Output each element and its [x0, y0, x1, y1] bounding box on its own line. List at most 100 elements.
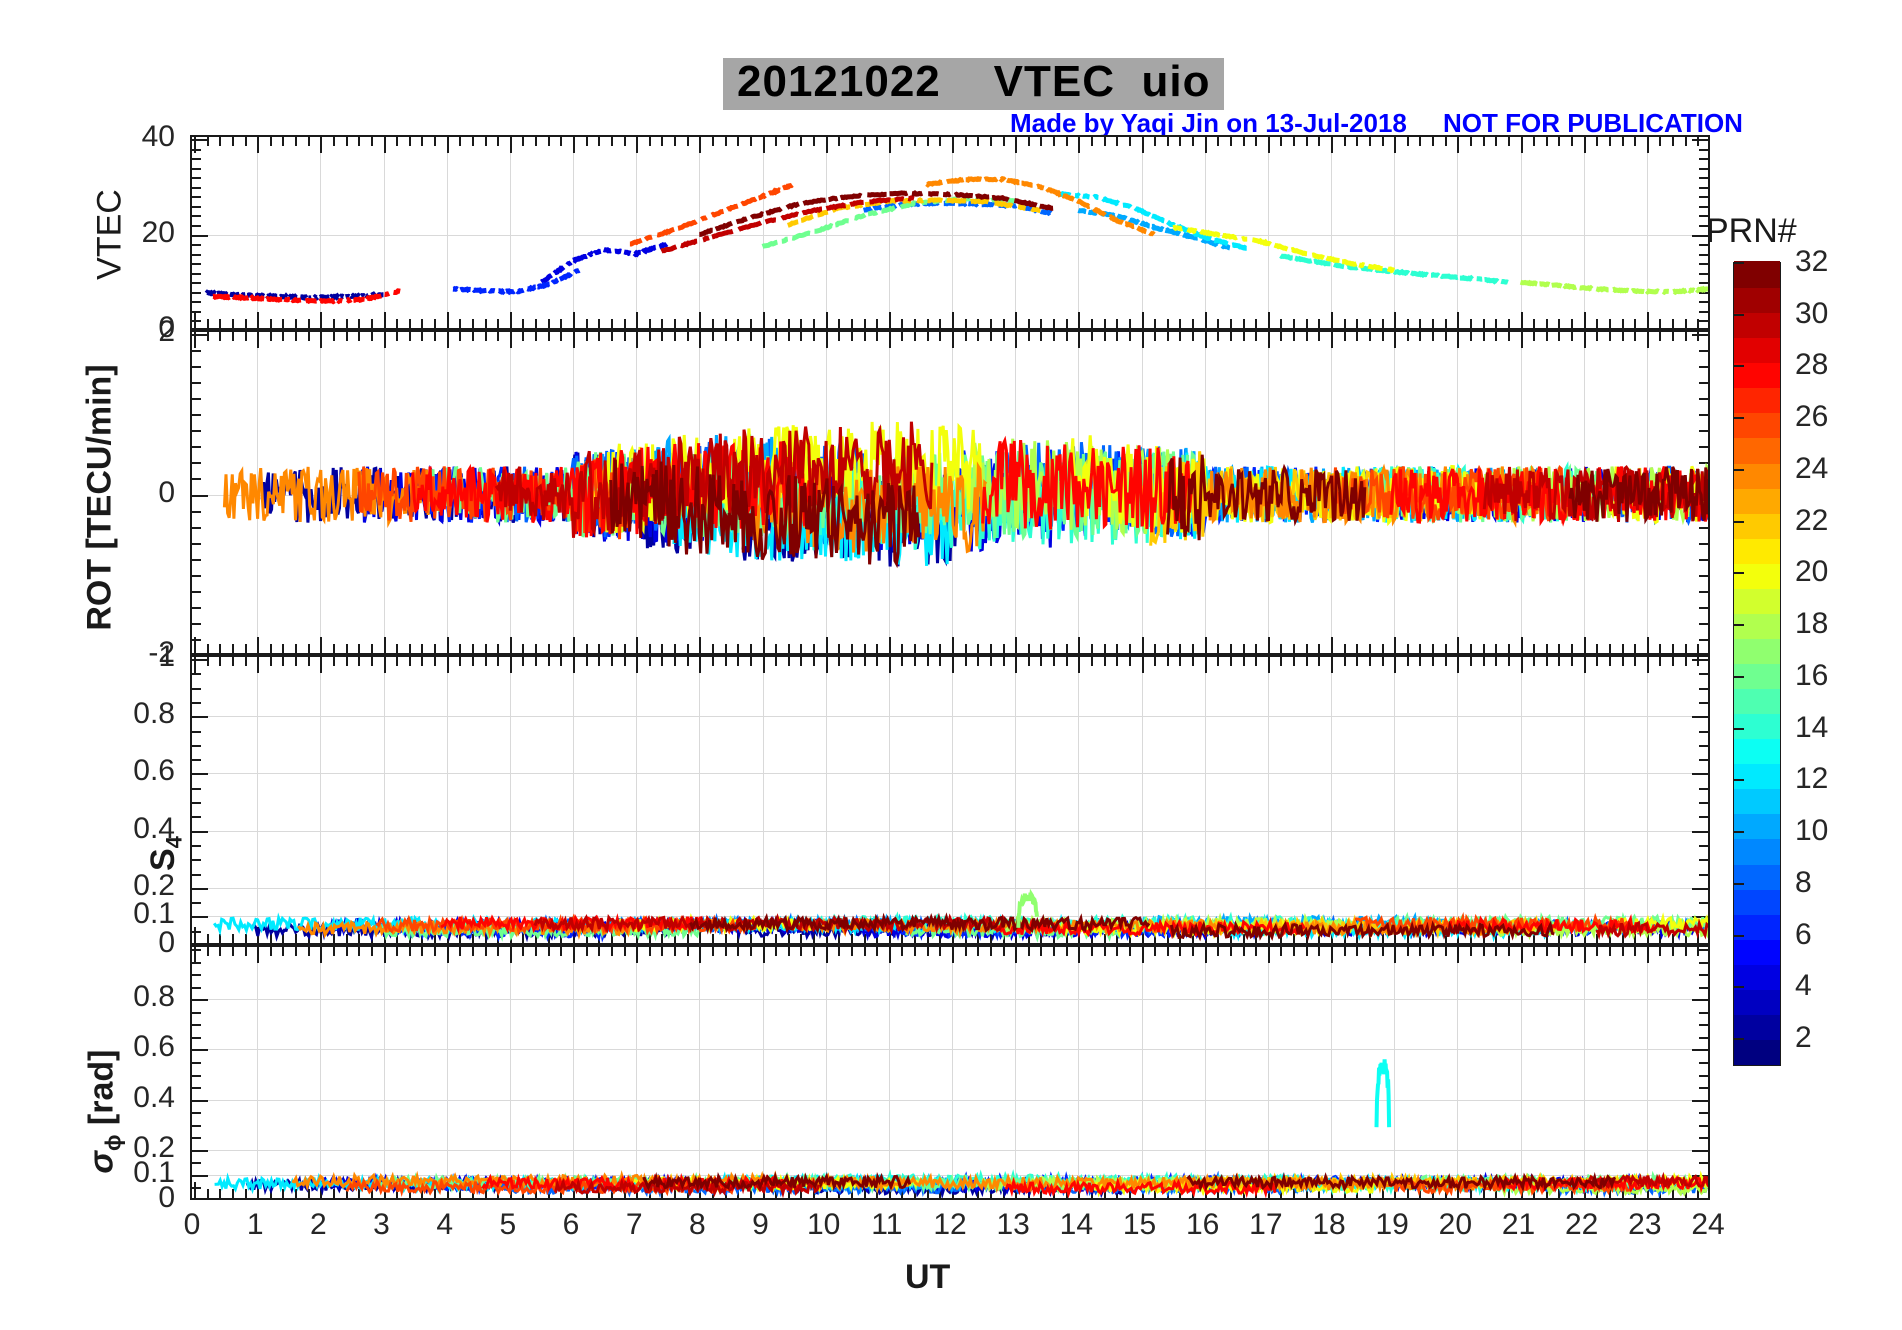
axis-tick-y: [192, 234, 208, 237]
vtec-trace-segment: [1358, 261, 1366, 269]
axis-tick-x: [1204, 637, 1207, 653]
axis-tick-x: [952, 657, 954, 673]
axis-tick-y: [192, 366, 201, 369]
axis-tick-x: [1672, 332, 1675, 341]
axis-tick-x: [547, 137, 550, 146]
axis-tick-x: [1520, 312, 1523, 328]
axis-tick-y: [1699, 730, 1708, 733]
axis-tick-x: [648, 644, 651, 653]
axis-tick-x: [1444, 319, 1447, 328]
axis-tick-x: [1533, 332, 1536, 341]
colorbar[interactable]: [1733, 261, 1781, 1066]
axis-tick-y: [1699, 622, 1708, 625]
axis-tick-x: [269, 319, 272, 328]
axis-tick-x: [1305, 332, 1308, 341]
vtec-trace-segment: [1562, 282, 1578, 291]
axis-tick-x: [269, 332, 272, 341]
axis-tick-y: [1699, 291, 1708, 294]
colorbar-tick-label: 4: [1795, 969, 1812, 1003]
vtec-trace-segment: [1198, 229, 1221, 238]
axis-tick-x: [307, 644, 310, 653]
axis-tick-x: [787, 1189, 790, 1198]
axis-tick-x: [320, 657, 323, 673]
axis-tick-x: [1558, 319, 1561, 328]
axis-tick-x: [977, 137, 980, 146]
axis-tick-x: [1533, 1189, 1536, 1198]
axis-tick-x: [888, 947, 891, 963]
vtec-trace-segment: [1039, 203, 1054, 211]
axis-tick-x: [1128, 644, 1131, 653]
axis-tick-y: [192, 999, 208, 1002]
axis-tick-x: [1356, 1189, 1359, 1198]
axis-tick-x: [825, 137, 828, 153]
axis-tick-x: [749, 332, 752, 341]
vtec-trace-segment: [1476, 276, 1483, 282]
axis-tick-x: [800, 1189, 803, 1198]
gridline-vertical: [1015, 947, 1017, 1198]
axis-tick-y: [192, 830, 208, 833]
axis-tick-x: [1103, 319, 1106, 328]
vtec-trace-segment: [1017, 204, 1027, 211]
axis-tick-x: [1255, 934, 1258, 943]
axis-tick-x: [1166, 332, 1169, 341]
axis-tick-x: [295, 332, 298, 341]
axis-tick-y: [192, 1124, 201, 1127]
axis-tick-x: [1634, 137, 1637, 146]
axis-tick-x: [446, 332, 449, 348]
vtec-trace-segment: [1074, 192, 1081, 199]
vtec-trace-segment: [1139, 220, 1150, 229]
axis-tick-x: [320, 947, 323, 963]
axis-tick-x: [610, 947, 613, 956]
axis-tick-x: [888, 637, 891, 653]
vtec-trace-segment: [735, 216, 748, 225]
colorbar-segment: [1734, 461, 1780, 489]
axis-tick-x: [1103, 137, 1106, 146]
axis-tick-x: [1204, 947, 1207, 963]
axis-tick-x: [800, 137, 803, 146]
colorbar-segment: [1734, 436, 1780, 464]
axis-tick-x: [1065, 332, 1068, 341]
axis-tick-x: [257, 312, 260, 328]
axis-tick-x: [1078, 637, 1081, 653]
axis-tick-x: [737, 657, 740, 666]
axis-tick-x: [1116, 657, 1119, 666]
axis-tick-x: [648, 137, 651, 146]
vtec-trace-segment: [660, 244, 678, 254]
vtec-trace-segment: [699, 215, 708, 222]
axis-tick-x: [408, 947, 411, 956]
axis-tick-x: [1356, 137, 1359, 146]
axis-tick-x: [674, 332, 677, 341]
gridline-vertical: [699, 947, 701, 1198]
axis-tick-x: [1684, 934, 1687, 943]
axis-tick-x: [1331, 137, 1333, 153]
vtec-trace-segment: [338, 293, 345, 300]
axis-tick-x: [1040, 137, 1043, 146]
axis-tick-x: [1280, 1189, 1283, 1198]
axis-tick-x: [408, 644, 411, 653]
axis-tick-x: [1343, 1189, 1346, 1198]
axis-tick-x: [282, 1189, 285, 1198]
axis-tick-x: [850, 644, 853, 653]
colorbar-tick-label: 18: [1795, 607, 1829, 641]
axis-tick-x: [295, 1189, 298, 1198]
vtec-trace-segment: [565, 260, 573, 267]
axis-tick-x: [383, 657, 386, 673]
axis-tick-x: [787, 332, 790, 341]
axis-tick-y: [192, 986, 201, 989]
vtec-trace-segment: [1151, 213, 1165, 224]
gridline-vertical: [636, 947, 638, 1198]
gridline-vertical: [1015, 137, 1017, 328]
gridline-vertical: [1457, 137, 1459, 328]
axis-tick-x: [964, 934, 967, 943]
vtec-trace-segment: [814, 222, 834, 234]
axis-tick-x: [1432, 657, 1435, 666]
axis-tick-x: [914, 644, 917, 653]
axis-tick-x: [219, 934, 222, 943]
axis-tick-y: [192, 759, 201, 762]
axis-tick-x: [257, 657, 260, 673]
axis-tick-x: [1343, 644, 1346, 653]
vtec-trace-segment: [849, 199, 864, 208]
axis-tick-x: [547, 332, 550, 341]
vtec-trace-segment: [781, 236, 789, 244]
axis-tick-x: [863, 657, 866, 666]
